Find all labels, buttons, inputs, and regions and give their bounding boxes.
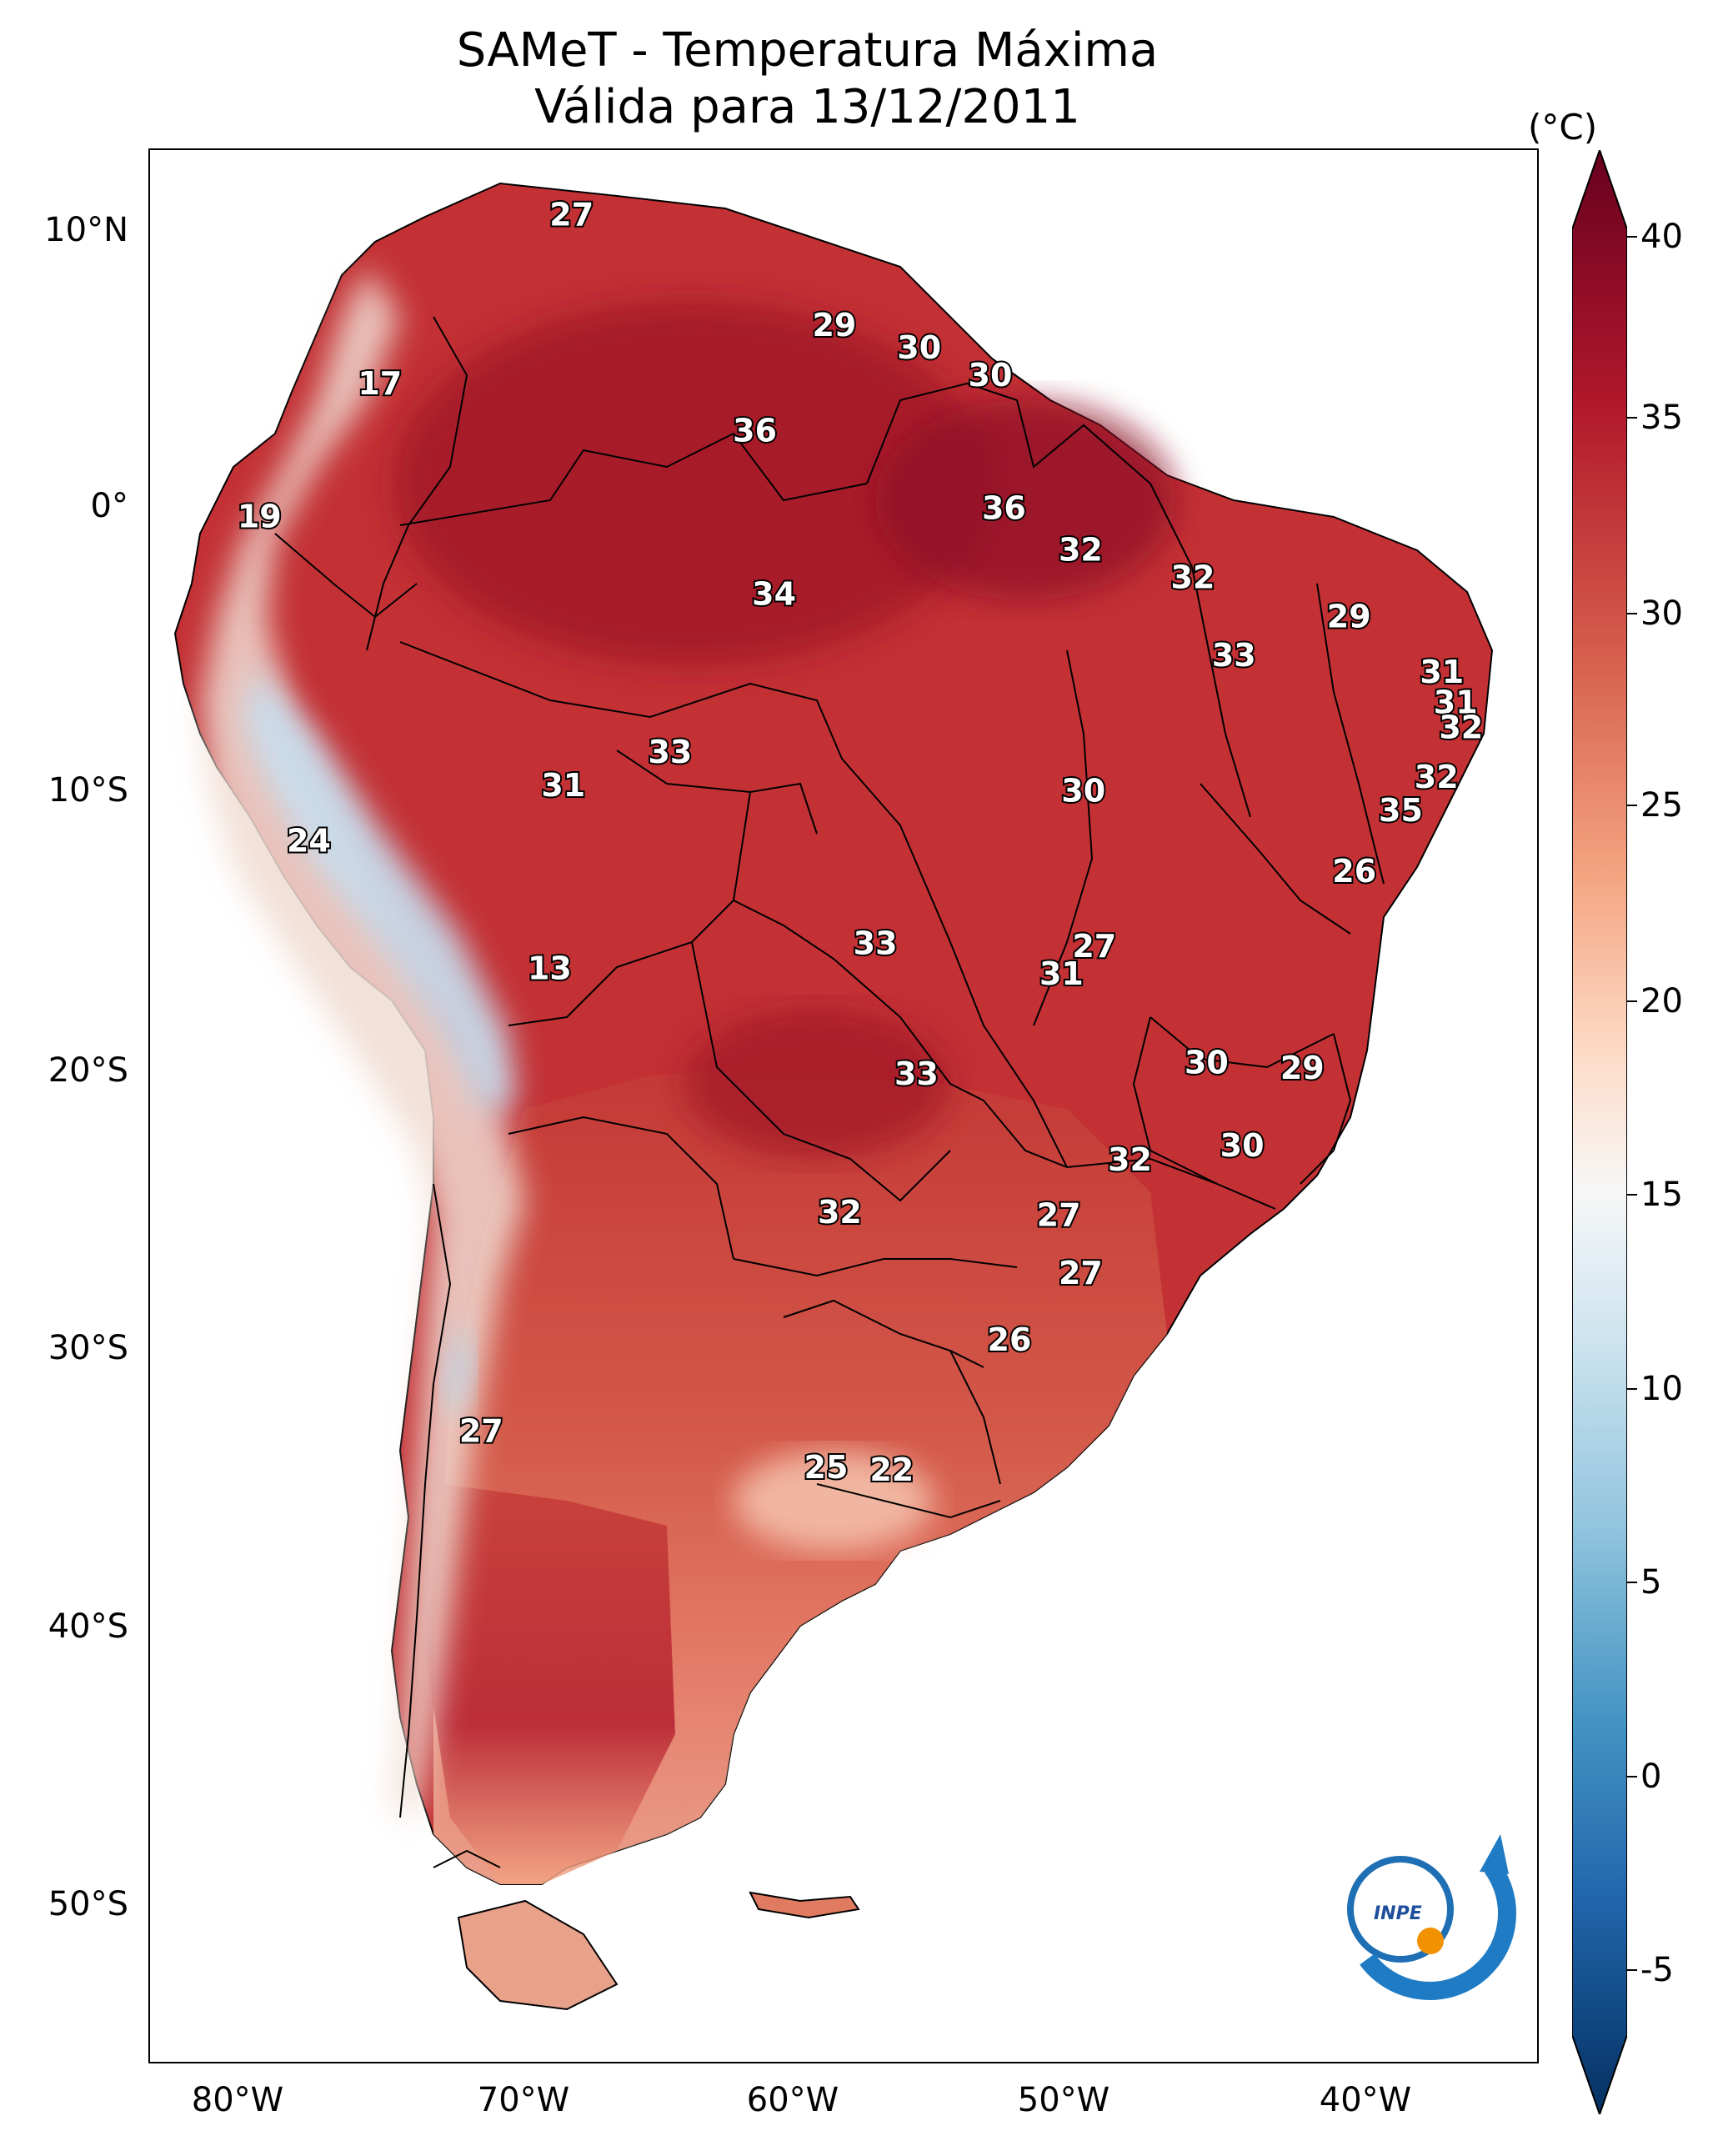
lon-tick-60W: 60°W xyxy=(746,2081,839,2119)
colorbar-tick-30: 30 xyxy=(1640,594,1683,633)
temperature-label: 35 xyxy=(1379,792,1423,829)
colorbar-tick-minus5: -5 xyxy=(1640,1951,1674,1989)
lat-tick-50S: 50°S xyxy=(48,1885,128,1923)
colorbar-tick-5: 5 xyxy=(1640,1563,1662,1602)
temperature-label: 31 xyxy=(541,767,585,804)
colorbar-tick-10: 10 xyxy=(1640,1370,1683,1408)
temperature-label: 24 xyxy=(287,823,331,860)
colorbar-tick-15: 15 xyxy=(1640,1176,1683,1214)
temperature-label: 30 xyxy=(1185,1045,1229,1081)
temperature-label: 33 xyxy=(1212,637,1256,674)
colorbar xyxy=(1572,150,1627,2114)
temperature-label: 36 xyxy=(733,413,777,449)
country-borders xyxy=(274,316,1385,1868)
temperature-label: 19 xyxy=(238,499,282,535)
colorbar-unit-label: (°C) xyxy=(1528,107,1598,148)
lat-tick-40S: 40°S xyxy=(48,1607,128,1646)
temperature-label: 31 xyxy=(1039,955,1084,992)
temperature-label: 25 xyxy=(804,1449,849,1486)
temperature-label: 30 xyxy=(969,357,1013,394)
temperature-label: 32 xyxy=(1059,532,1103,569)
temperature-label: 27 xyxy=(1059,1255,1103,1291)
temperature-label: 30 xyxy=(1061,773,1105,810)
inpe-logo: INPE xyxy=(1347,1834,1516,2000)
lat-tick-10S: 10°S xyxy=(48,771,128,810)
colorbar-tick-35: 35 xyxy=(1640,399,1683,437)
temperature-label: 33 xyxy=(648,734,692,770)
temperature-label: 31 xyxy=(1420,654,1464,690)
temperature-label: 27 xyxy=(549,196,594,233)
lat-tick-10N: 10°N xyxy=(44,211,128,249)
temperature-label: 29 xyxy=(812,307,856,343)
lon-tick-50W: 50°W xyxy=(1017,2081,1110,2119)
lat-tick-0: 0° xyxy=(90,487,128,525)
temperature-label: 22 xyxy=(869,1452,914,1488)
temperature-label: 33 xyxy=(854,925,898,962)
temperature-label: 13 xyxy=(528,950,572,987)
colorbar-tick-40: 40 xyxy=(1640,218,1683,256)
temperature-label: 27 xyxy=(459,1413,503,1450)
temperature-label: 31 xyxy=(1434,684,1478,720)
svg-text:INPE: INPE xyxy=(1374,1903,1422,1924)
map-title: SAMeT - Temperatura Máxima xyxy=(456,23,1159,78)
colorbar-tick-20: 20 xyxy=(1640,982,1683,1020)
lat-tick-30S: 30°S xyxy=(48,1329,128,1367)
map-subtitle: Válida para 13/12/2011 xyxy=(534,80,1080,134)
temperature-label: 17 xyxy=(358,365,402,402)
temperature-label: 30 xyxy=(1220,1127,1265,1164)
temperature-label: 34 xyxy=(752,576,796,613)
temperature-label: 32 xyxy=(1171,559,1215,596)
temperature-label: 36 xyxy=(982,490,1026,527)
temperature-label: 30 xyxy=(897,329,941,366)
lat-tick-20S: 20°S xyxy=(48,1051,128,1090)
temperature-label: 32 xyxy=(818,1194,862,1231)
temperature-label: 29 xyxy=(1327,598,1371,634)
colorbar-tick-25: 25 xyxy=(1640,786,1683,825)
lon-tick-80W: 80°W xyxy=(191,2081,284,2119)
temperature-label: 32 xyxy=(1439,709,1483,745)
map-panel: 27 29 30 30 17 36 19 36 32 32 34 29 33 31 31 32 33 32 31 30… xyxy=(148,148,1539,2063)
lon-tick-70W: 70°W xyxy=(477,2081,570,2119)
temperature-label: 26 xyxy=(988,1321,1032,1358)
temperature-label: 26 xyxy=(1332,853,1376,890)
temperature-label: 27 xyxy=(1037,1196,1081,1233)
lon-tick-40W: 40°W xyxy=(1319,2081,1412,2119)
temperature-label: 32 xyxy=(1108,1141,1152,1178)
temperature-label: 27 xyxy=(1072,928,1116,965)
colorbar-tick-0: 0 xyxy=(1640,1757,1662,1796)
temperature-label: 32 xyxy=(1415,759,1459,795)
temperature-label: 29 xyxy=(1280,1050,1325,1086)
temperature-label: 33 xyxy=(894,1055,939,1092)
